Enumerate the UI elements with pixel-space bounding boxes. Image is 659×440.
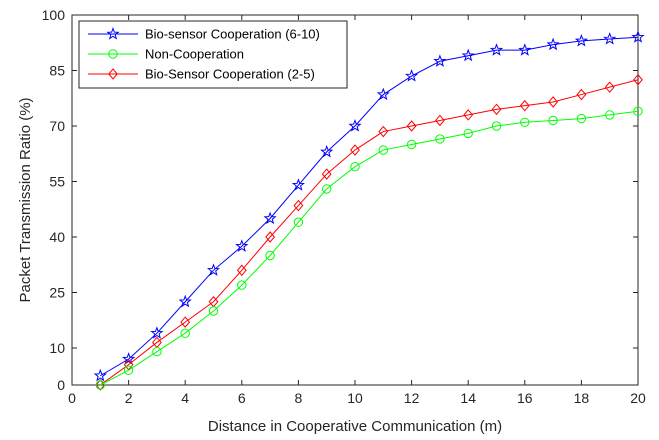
- x-tick-label: 16: [517, 390, 533, 406]
- y-tick-label: 70: [49, 118, 65, 134]
- x-tick-label: 14: [460, 390, 476, 406]
- data-point-diamond: [576, 88, 587, 101]
- data-point-star: [178, 294, 192, 308]
- data-point-circle: [576, 113, 587, 124]
- x-tick-label: 0: [68, 390, 76, 406]
- legend-marker-circle: [108, 49, 118, 59]
- data-point-circle: [491, 121, 502, 131]
- data-point-diamond: [321, 168, 332, 180]
- data-point-star: [320, 144, 334, 158]
- x-tick-label: 6: [238, 390, 246, 406]
- data-point-star: [631, 30, 645, 43]
- x-tick-label: 18: [574, 390, 590, 406]
- legend: Bio-sensor Cooperation (6-10) Non-Coopera…: [78, 20, 348, 89]
- y-tick-label: 40: [49, 229, 65, 245]
- data-point-circle: [123, 365, 134, 375]
- data-point-diamond: [180, 316, 191, 328]
- y-tick-label: 25: [49, 285, 65, 301]
- data-point-star: [489, 43, 504, 56]
- data-point-star: [574, 33, 588, 47]
- series-diamond: [95, 73, 643, 391]
- data-point-circle: [378, 145, 388, 155]
- legend-label-star: Bio-sensor Cooperation (6-10): [145, 27, 320, 42]
- legend-label-diamond: Bio-Sensor Cooperation (2-5): [145, 67, 315, 82]
- data-point-circle: [293, 217, 304, 227]
- series-layer: [93, 30, 645, 391]
- y-tick-label: 85: [49, 63, 65, 79]
- y-tick-label: 100: [42, 7, 66, 23]
- x-axis-label: Distance in Cooperative Communication (m…: [208, 418, 502, 435]
- series-line-diamond: [100, 79, 639, 386]
- data-point-diamond: [463, 109, 474, 121]
- data-point-diamond: [491, 103, 502, 116]
- data-point-diamond: [265, 231, 276, 243]
- data-point-star: [263, 211, 277, 225]
- data-point-star: [235, 239, 249, 252]
- y-tick-label: 10: [49, 340, 65, 356]
- data-point-star: [348, 119, 362, 132]
- data-point-circle: [208, 306, 219, 316]
- data-point-diamond: [604, 81, 615, 93]
- data-point-diamond: [406, 120, 417, 132]
- x-axis: 0 2 4 6 8 10 12 14 16 18 20: [68, 15, 646, 406]
- data-point-star: [461, 48, 475, 62]
- x-tick-label: 20: [630, 390, 646, 406]
- data-point-star: [376, 87, 390, 101]
- data-point-circle: [520, 117, 530, 128]
- data-point-circle: [237, 280, 247, 290]
- data-point-circle: [350, 162, 360, 172]
- series-line-star: [100, 36, 639, 377]
- x-tick-label: 2: [125, 390, 133, 406]
- data-point-circle: [180, 328, 190, 338]
- legend-entry-circle: Non-Cooperation: [88, 47, 244, 62]
- data-point-diamond: [434, 114, 445, 127]
- data-point-star: [122, 352, 136, 365]
- series-circle: [95, 106, 643, 390]
- data-point-circle: [548, 115, 558, 126]
- legend-label-circle: Non-Cooperation: [145, 47, 244, 62]
- data-point-star: [546, 37, 560, 51]
- legend-marker-diamond: [108, 68, 118, 80]
- data-point-star: [93, 368, 107, 382]
- data-point-circle: [322, 184, 332, 194]
- data-point-circle: [435, 134, 445, 144]
- y-tick-label: 0: [57, 377, 65, 393]
- data-point-diamond: [548, 96, 559, 108]
- data-point-star: [206, 263, 221, 276]
- x-tick-label: 4: [181, 390, 189, 406]
- data-point-diamond: [519, 99, 530, 112]
- x-tick-label: 8: [295, 390, 303, 406]
- data-point-circle: [265, 250, 275, 261]
- data-point-diamond: [293, 199, 304, 212]
- data-point-star: [603, 32, 617, 45]
- data-point-star: [150, 326, 164, 339]
- data-point-diamond: [236, 264, 247, 277]
- data-point-star: [433, 54, 447, 67]
- data-point-star: [291, 178, 305, 191]
- series-star: [93, 30, 645, 382]
- data-point-circle: [463, 128, 473, 139]
- data-point-circle: [95, 380, 106, 390]
- x-tick-label: 10: [347, 390, 363, 406]
- data-point-diamond: [350, 144, 360, 156]
- legend-entry-diamond: Bio-Sensor Cooperation (2-5): [88, 67, 315, 82]
- legend-entry-star: Bio-sensor Cooperation (6-10): [88, 27, 320, 42]
- data-point-star: [518, 43, 532, 56]
- data-point-circle: [152, 347, 162, 357]
- y-axis-label: Packet Transmission Ratio (%): [17, 97, 34, 302]
- data-point-circle: [633, 106, 643, 116]
- data-point-circle: [605, 110, 615, 120]
- y-tick-label: 55: [49, 174, 65, 190]
- x-tick-label: 12: [404, 390, 420, 406]
- data-point-circle: [406, 139, 417, 150]
- y-axis: 0 10 25 40 55 70 85 100: [42, 7, 638, 393]
- legend-marker-star: [106, 27, 120, 40]
- series-line-circle: [100, 110, 639, 386]
- data-point-star: [405, 69, 419, 82]
- data-point-diamond: [633, 73, 643, 86]
- data-point-diamond: [378, 125, 389, 138]
